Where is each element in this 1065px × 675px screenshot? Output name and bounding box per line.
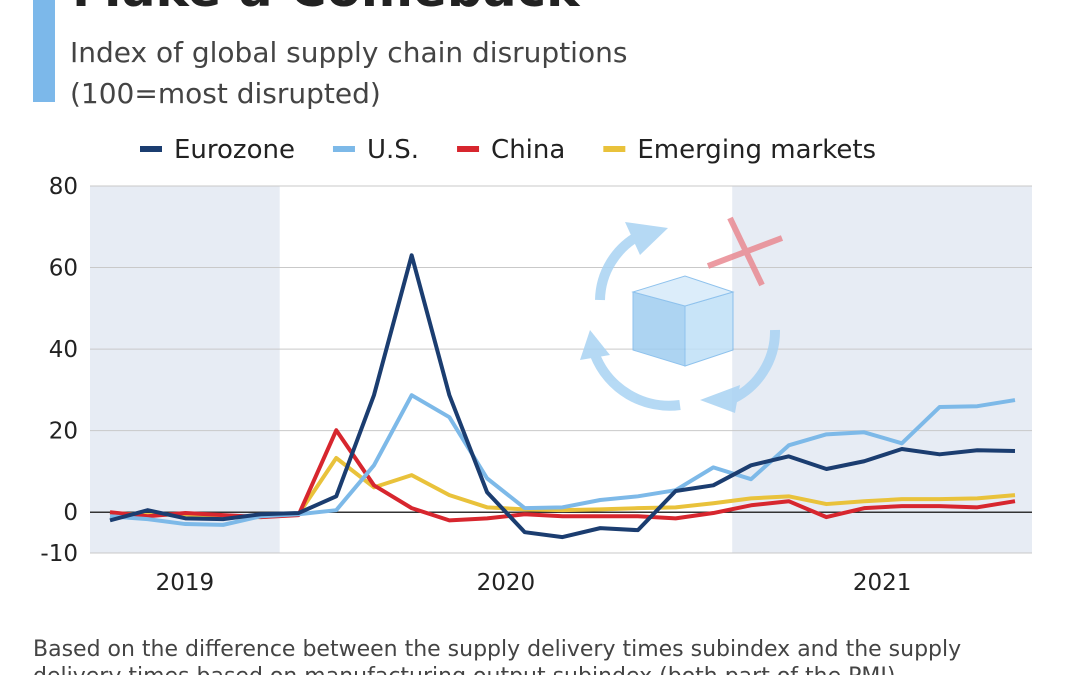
x-period-label: 2020 — [477, 570, 536, 596]
legend: Eurozone U.S. China Emerging markets — [140, 135, 876, 165]
y-tick-label: 80 — [49, 174, 78, 200]
x-period-label: 2021 — [853, 570, 912, 596]
legend-label: Emerging markets — [637, 135, 876, 165]
x-period-label: 2019 — [156, 570, 215, 596]
legend-label: Eurozone — [174, 135, 295, 165]
y-tick-label: 0 — [63, 500, 78, 526]
y-tick-label: -10 — [40, 541, 78, 567]
series-line — [109, 393, 1016, 527]
period-shade — [732, 186, 1032, 553]
subtitle: Index of global supply chain disruptions — [70, 36, 627, 69]
series-line — [109, 253, 1016, 540]
legend-label: China — [491, 135, 565, 165]
accent-bar — [33, 0, 55, 102]
footnote: delivery times based on manufacturing ou… — [33, 664, 895, 675]
period-shade — [90, 186, 280, 553]
y-tick-label: 40 — [49, 337, 78, 363]
subtitle: (100=most disrupted) — [70, 77, 381, 110]
y-tick-label: 60 — [49, 256, 78, 282]
legend-label: U.S. — [367, 135, 419, 165]
plot: 2019 2020 2021 -10 0 20 40 60 80 — [40, 174, 1032, 596]
footnote: Based on the difference between the supp… — [33, 637, 961, 662]
chart-title: Make a Comeback — [72, 0, 581, 18]
illustration — [580, 216, 784, 413]
y-tick-label: 20 — [49, 419, 78, 445]
